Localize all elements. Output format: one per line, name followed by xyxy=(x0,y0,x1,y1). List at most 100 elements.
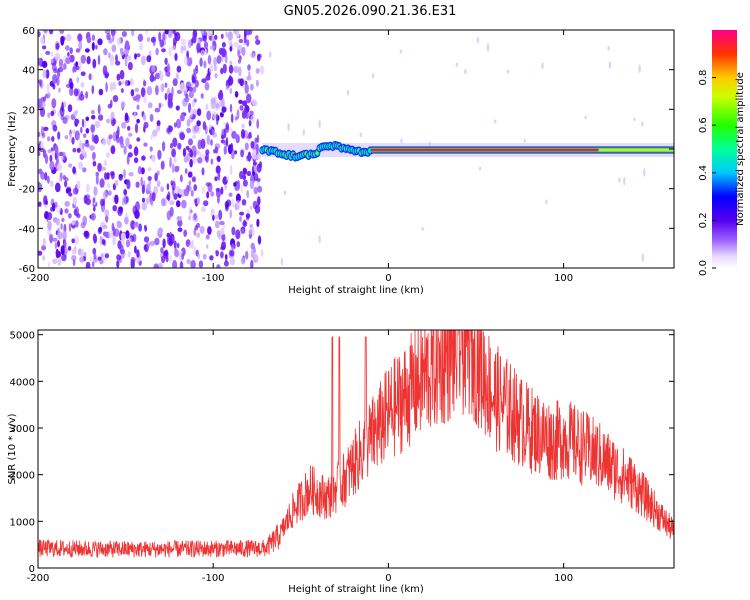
spectrogram-noise-cell xyxy=(168,47,172,57)
spectrogram-noise-cell xyxy=(149,113,154,122)
spectrogram-noise-cell xyxy=(188,39,192,49)
spectrogram-noise-cell xyxy=(176,242,180,249)
spectrogram-noise-cell xyxy=(57,240,60,248)
spectrogram-noise-cell xyxy=(140,87,146,98)
spectrogram-noise-cell xyxy=(51,136,55,142)
spectrogram-noise-cell xyxy=(90,212,96,221)
spectrogram-noise-cell xyxy=(169,200,175,205)
spectrogram-noise-cell xyxy=(246,134,253,139)
spectrogram-noise-cell xyxy=(117,240,122,250)
spectrogram-xtick-label: 0 xyxy=(385,273,391,284)
spectrogram-noise-cell xyxy=(205,103,209,111)
spectrogram-noise-cell xyxy=(231,226,236,236)
spectrogram-sparse-cell xyxy=(464,68,467,75)
spectrogram-noise-cell xyxy=(179,261,184,268)
spectrogram-noise-cell xyxy=(186,127,192,134)
spectrogram-noise-cell xyxy=(193,184,197,192)
spectrogram-noise-cell xyxy=(176,216,182,221)
spectrogram-noise-cell xyxy=(68,192,73,197)
spectrogram-noise-cell xyxy=(125,239,130,248)
figure-title: GN05.2026.090.21.36.E31 xyxy=(284,4,457,19)
spectrogram-xlabel: Height of straight line (km) xyxy=(288,285,424,296)
spectrogram-noise-cell xyxy=(65,188,69,194)
spectrogram-sparse-cell xyxy=(643,168,646,177)
spectrogram-noise-cell xyxy=(196,108,202,116)
spectrogram-noise-cell xyxy=(241,228,245,235)
spectrogram-noise-cell xyxy=(229,87,233,95)
spectrogram-noise-cell xyxy=(173,240,177,249)
spectrogram-noise-cell xyxy=(120,50,125,56)
spectrogram-noise-cell xyxy=(72,111,78,117)
spectrogram-noise-cell xyxy=(164,30,169,35)
spectrogram-noise-cell xyxy=(67,104,73,113)
spectrogram-noise-cell xyxy=(225,124,230,133)
spectrogram-noise-cell xyxy=(198,152,204,159)
spectrogram-noise-cell xyxy=(223,121,227,126)
spectrogram-noise-cell xyxy=(215,113,219,121)
spectrogram-noise-cell xyxy=(146,183,151,192)
spectrogram-noise-cell xyxy=(154,186,159,194)
spectrogram-noise-cell xyxy=(239,211,245,216)
spectrogram-noise-cell xyxy=(244,142,249,151)
spectrogram-sparse-cell xyxy=(494,119,497,124)
spectrogram-noise-cell xyxy=(206,110,212,121)
spectrogram-noise-cell xyxy=(134,245,137,254)
spectrogram-noise-cell xyxy=(200,138,206,149)
spectrogram-noise-cell xyxy=(172,78,178,87)
spectrogram-noise-cell xyxy=(160,198,166,207)
spectrogram-noise-cell xyxy=(97,256,102,261)
spectrogram-noise-cell xyxy=(141,197,146,203)
spectrogram-sparse-cell xyxy=(633,117,636,121)
spectrogram-noise-cell xyxy=(102,138,107,146)
spectrogram-noise-cell xyxy=(188,215,192,221)
spectrogram-noise-cell xyxy=(121,31,127,37)
spectrogram-noise-cell xyxy=(97,54,101,65)
spectrogram-noise-cell xyxy=(130,220,136,230)
snr-xtick-label: -200 xyxy=(27,573,50,584)
spectrogram-sparse-cell xyxy=(618,177,621,183)
spectrogram-noise-cell xyxy=(184,168,188,174)
spectrogram-noise-cell xyxy=(129,237,132,247)
spectrogram-noise-cell xyxy=(81,147,86,156)
colorbar-tick-label: 0.6 xyxy=(698,117,709,133)
spectrogram-noise-cell xyxy=(109,171,115,176)
spectrogram-noise-cell xyxy=(146,55,152,63)
spectrogram-noise-cell xyxy=(75,48,80,53)
spectrogram-noise-cell xyxy=(41,45,47,50)
spectrogram-noise-cell xyxy=(180,174,183,183)
spectrogram-noise-cell xyxy=(134,209,140,219)
spectrogram-ytick-label: 40 xyxy=(22,66,35,77)
spectrogram-noise-cell xyxy=(72,187,78,195)
spectrogram-noise-cell xyxy=(201,206,206,213)
spectrogram-sparse-cell xyxy=(269,51,272,58)
spectrogram-noise-cell xyxy=(65,45,70,51)
spectrogram-noise-cell xyxy=(53,68,58,74)
spectrogram-noise-cell xyxy=(242,109,247,118)
spectrogram-noise-cell xyxy=(116,221,123,229)
spectrogram-noise-cell xyxy=(136,137,141,142)
spectrogram-noise-cell xyxy=(246,93,252,104)
spectrogram-noise-cell xyxy=(108,52,111,59)
spectrogram-noise-cell xyxy=(173,122,177,128)
spectrogram-noise-cell xyxy=(152,38,156,47)
spectrogram-ytick-label: 60 xyxy=(22,26,35,37)
spectrogram-noise-cell xyxy=(249,205,253,210)
spectrogram-noise-cell xyxy=(109,59,115,67)
spectrogram-noise-cell xyxy=(126,155,130,165)
spectrogram-noise-cell xyxy=(47,112,51,119)
spectrogram-noise-cell xyxy=(89,256,93,262)
spectrogram-noise-cell xyxy=(160,247,164,254)
spectrogram-noise-cell xyxy=(160,160,165,170)
spectrogram-noise-cell xyxy=(229,46,233,52)
spectrogram-noise-cell xyxy=(155,85,159,96)
spectrogram-noise-cell xyxy=(260,249,264,257)
spectrogram-noise-cell xyxy=(250,115,256,123)
spectrogram-noise-cell xyxy=(231,149,235,160)
spectrogram-x-axis: -200 -100 0 100 xyxy=(27,30,573,284)
spectrogram-noise-cell xyxy=(108,134,113,140)
spectrogram-noise-cell xyxy=(150,134,153,141)
spectrogram-noise-cell xyxy=(50,58,54,64)
spectrogram-noise-cell xyxy=(258,161,263,169)
spectrogram-noise-cell xyxy=(199,57,203,67)
spectrogram-noise-cell xyxy=(109,82,113,92)
